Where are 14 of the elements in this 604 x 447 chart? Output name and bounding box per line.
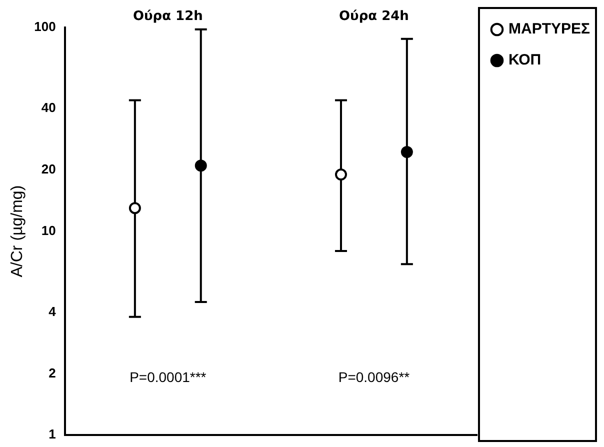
y-tick-label: 1: [48, 426, 56, 442]
x-tick-label: Ούρα 24h: [338, 9, 409, 24]
annotation: P=0.0001***: [130, 368, 207, 385]
legend-label: ΚΟΠ: [508, 52, 542, 69]
y-tick-label: 20: [41, 162, 56, 177]
y-tick-label: 100: [34, 19, 56, 34]
y-axis-title: A/Cr (µg/mg): [9, 185, 26, 278]
x-tick-label: Ούρα 12h: [132, 9, 203, 24]
y-tick-label: 40: [41, 100, 56, 116]
y-tick-label: 4: [48, 304, 57, 319]
legend-label: ΜΑΡΤΥΡΕΣ: [508, 20, 590, 38]
y-tick-label: 10: [41, 222, 56, 238]
y-tick-label: 2: [48, 365, 56, 380]
annotation: P=0.0096**: [338, 368, 410, 385]
